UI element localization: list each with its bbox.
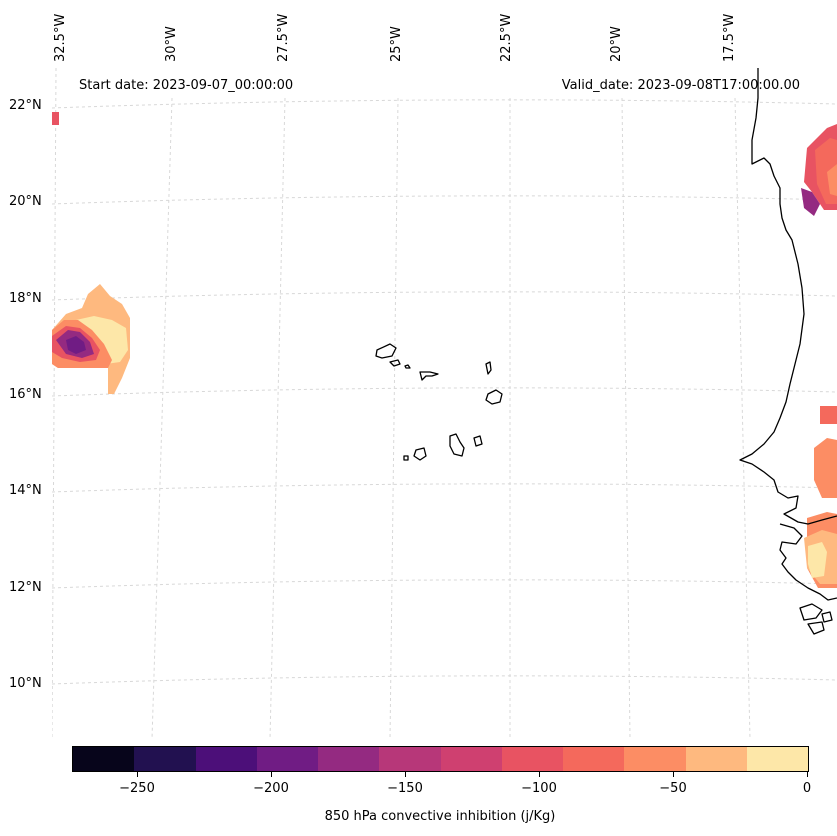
cin-blob-west-core <box>66 336 86 354</box>
parallel-14n <box>52 483 837 493</box>
colorbar-tick <box>405 772 406 777</box>
colorbar-tick-label: 0 <box>802 781 812 796</box>
valid-date-label: Valid_date: 2023-09-08T17:00:00.00 <box>561 78 800 93</box>
colorbar-segment-2 <box>195 747 257 771</box>
colorbar-segment-10 <box>685 747 747 771</box>
graticule <box>52 68 837 739</box>
colorbar-tick <box>807 772 808 777</box>
meridian-32-5w <box>52 68 57 739</box>
colorbar-segment-8 <box>563 747 625 771</box>
parallel-12n <box>52 579 837 589</box>
africa-coastline <box>739 68 837 525</box>
bissau-islands <box>799 603 833 635</box>
island-fogo <box>413 447 427 461</box>
island-boa-vista <box>485 389 503 405</box>
lat-label: 20°N <box>9 194 42 209</box>
island-santo-antao <box>375 343 397 359</box>
colorbar-tick <box>539 772 540 777</box>
colorbar-title: 850 hPa convective inhibition (j/Kg) <box>324 809 556 824</box>
colorbar-tick-label: −150 <box>387 781 423 796</box>
colorbar-segment-4 <box>318 747 380 771</box>
map-panel <box>52 68 837 739</box>
island-santa-luzia <box>404 364 411 369</box>
lat-label: 22°N <box>9 98 42 113</box>
meridian-27-5w <box>269 97 286 739</box>
meridian-17-5w <box>734 97 751 739</box>
island-maio <box>473 435 483 447</box>
cin-field <box>52 112 837 588</box>
cin-patch-top-left <box>52 112 59 125</box>
meridian-20w <box>621 97 631 739</box>
parallel-10n <box>52 675 837 685</box>
parallel-18n <box>52 291 837 301</box>
colorbar-segment-9 <box>624 747 686 771</box>
lon-label: 32.5°W <box>53 13 68 62</box>
colorbar-segment-1 <box>134 747 196 771</box>
coastlines <box>375 68 837 635</box>
start-date-label: Start date: 2023-09-07_00:00:00 <box>79 78 294 93</box>
lon-label: 27.5°W <box>276 13 291 62</box>
colorbar-segment-0 <box>73 747 135 771</box>
lon-label: 22.5°W <box>499 13 514 62</box>
lon-label: 30°W <box>164 26 179 62</box>
cin-patch-east-3-core <box>808 542 827 578</box>
lat-label: 12°N <box>9 580 42 595</box>
colorbar-tick-label: −200 <box>253 781 289 796</box>
colorbar <box>72 746 809 772</box>
cin-patch-east-2 <box>814 438 837 498</box>
island-sao-nicolau <box>419 371 439 381</box>
lat-label: 10°N <box>9 676 42 691</box>
cin-blob-ne-inner <box>827 164 837 196</box>
colorbar-tick <box>271 772 272 777</box>
parallel-20n <box>52 195 837 205</box>
parallel-16n <box>52 387 837 397</box>
island-brava <box>403 455 409 461</box>
lat-label: 18°N <box>9 291 42 306</box>
meridian-25w <box>389 97 399 739</box>
colorbar-tick <box>137 772 138 777</box>
parallel-22n <box>52 99 837 109</box>
senegal-gambia-coast <box>779 523 837 601</box>
colorbar-tick-label: −100 <box>521 781 557 796</box>
colorbar-tick <box>673 772 674 777</box>
lat-label: 16°N <box>9 387 42 402</box>
colorbar-segment-7 <box>501 747 563 771</box>
colorbar-segment-6 <box>440 747 502 771</box>
cin-blob-ne-purple <box>801 188 820 216</box>
meridian-30w <box>151 97 173 739</box>
colorbar-tick-label: −250 <box>119 781 155 796</box>
colorbar-segment-11 <box>746 747 808 771</box>
map-canvas <box>52 68 837 739</box>
colorbar-segment-3 <box>256 747 318 771</box>
island-sal <box>485 361 492 375</box>
island-santiago <box>449 433 465 457</box>
lon-label: 20°W <box>609 26 624 62</box>
lat-label: 14°N <box>9 483 42 498</box>
colorbar-tick-label: −50 <box>659 781 687 796</box>
colorbar-segment-5 <box>379 747 441 771</box>
lon-label: 17.5°W <box>722 13 737 62</box>
lon-label: 25°W <box>389 26 404 62</box>
cin-patch-east-1 <box>820 406 837 424</box>
island-sao-vicente <box>389 359 401 367</box>
